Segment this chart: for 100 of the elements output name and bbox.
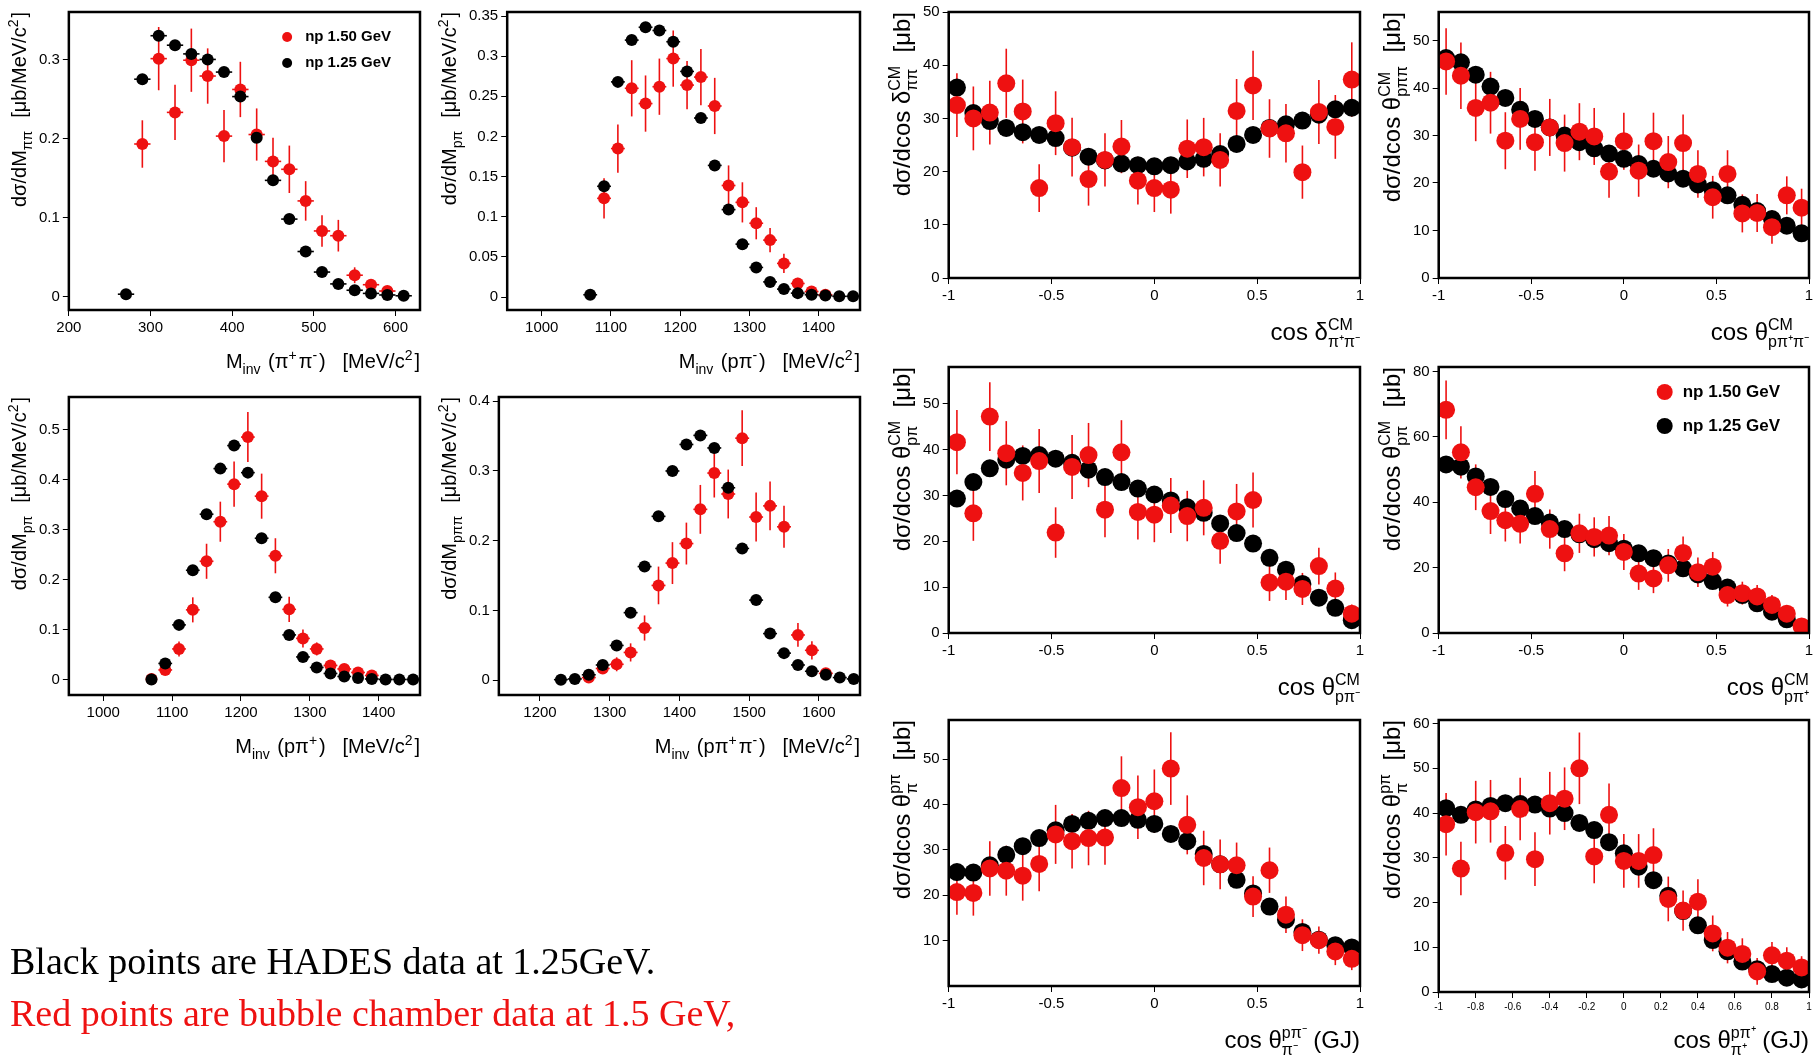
- y-tick-label: 0.3: [477, 46, 499, 64]
- y-tick-label: 40: [1413, 492, 1430, 510]
- x-tick-label: 1: [1355, 286, 1365, 304]
- x-tick-label: -0.8: [1467, 1000, 1485, 1012]
- y-tick-label: 60: [1413, 713, 1430, 731]
- x-tick-label: 1300: [732, 318, 766, 336]
- x-tick-label: 1600: [802, 703, 836, 721]
- y-tick-label: 20: [1413, 892, 1430, 910]
- y-axis-title: dσ/dMpπ [μb/MeV/c2]: [434, 11, 465, 206]
- y-tick-label: 0.2: [38, 569, 60, 587]
- x-tick-label: 1: [1804, 286, 1814, 304]
- y-tick-label: 0: [931, 623, 940, 641]
- y-tick-label: 0: [1421, 268, 1430, 286]
- x-tick-label: -0.5: [1038, 286, 1065, 304]
- y-tick-label: 20: [923, 531, 940, 549]
- x-tick-label: 1300: [593, 703, 627, 721]
- y-tick-label: 20: [923, 161, 940, 179]
- y-tick-label: 40: [1413, 78, 1430, 96]
- y-tick-label: 30: [923, 485, 940, 503]
- x-tick-label: 0: [1150, 641, 1159, 659]
- y-tick-label: 50: [923, 393, 940, 411]
- x-tick-label: 1200: [224, 703, 258, 721]
- legend-label: np 1.50 GeV: [305, 27, 392, 45]
- y-tick-label: 0.05: [468, 247, 499, 265]
- legend-label: np 1.25 GeV: [1682, 415, 1781, 435]
- x-tick-label: 1: [1804, 641, 1814, 659]
- text: dσ/dcos θpππ [μb]: [885, 719, 920, 900]
- y-tick-label: 40: [923, 439, 940, 457]
- x-tick-label: 0: [1619, 641, 1629, 659]
- y-tick-label: 0: [1421, 623, 1430, 641]
- x-tick-label: -0.6: [1504, 1000, 1522, 1012]
- x-tick-label: -1: [942, 641, 956, 659]
- x-tick-label: -0.5: [1518, 286, 1545, 304]
- y-tick-label: 30: [1413, 125, 1430, 143]
- x-tick-label: 1400: [362, 703, 396, 721]
- x-tick-label: 1000: [525, 318, 559, 336]
- y-tick-label: 0.25: [468, 86, 499, 104]
- y-axis-title: dσ/dMππ [μb/MeV/c2]: [4, 11, 35, 208]
- x-tick-label: 0.6: [1727, 1000, 1743, 1012]
- x-tick-label: 0.4: [1690, 1000, 1706, 1012]
- y-tick-label: 0.2: [477, 126, 499, 144]
- x-tick-label: 0.5: [1705, 286, 1727, 304]
- y-tick-label: 0: [1421, 982, 1430, 1000]
- y-tick-label: 0.3: [38, 519, 60, 537]
- y-tick-label: 0.1: [468, 600, 490, 618]
- y-tick-label: 0.1: [38, 620, 60, 638]
- y-tick-label: 0.2: [468, 530, 490, 548]
- y-tick-label: 40: [923, 55, 940, 73]
- y-axis-title: dσ/dcos θCMpπ [μb]: [885, 366, 920, 552]
- y-tick-label: 0.3: [468, 461, 490, 479]
- y-tick-label: 0: [931, 268, 940, 286]
- y-tick-label: 20: [923, 885, 940, 903]
- y-tick-label: 0: [51, 670, 60, 688]
- y-tick-label: 60: [1413, 427, 1430, 445]
- x-tick-label: 0.5: [1246, 641, 1268, 659]
- y-axis-title: dσ/dcos θCMpπ [μb]: [1375, 366, 1410, 552]
- y-tick-label: 10: [923, 577, 940, 595]
- text: dσ/dcos θpππ [μb]: [1375, 719, 1410, 900]
- x-tick-label: 0: [1619, 286, 1629, 304]
- x-tick-label: 400: [219, 318, 245, 336]
- x-tick-label: 1400: [801, 318, 836, 336]
- x-tick-label: 1000: [86, 703, 120, 721]
- y-tick-label: 0.15: [468, 166, 499, 184]
- y-tick-label: 50: [923, 749, 940, 767]
- y-tick-label: 50: [1413, 758, 1430, 776]
- x-tick-label: 1300: [293, 703, 327, 721]
- y-axis-title: dσ/dMpπ [μb/MeV/c2]: [4, 396, 35, 591]
- y-tick-label: 50: [923, 2, 940, 20]
- x-tick-label: 1100: [156, 703, 189, 721]
- y-tick-label: 0.5: [38, 419, 60, 437]
- x-tick-label: -0.4: [1541, 1000, 1559, 1012]
- y-tick-label: 10: [1413, 937, 1430, 955]
- y-tick-label: 80: [1413, 361, 1430, 379]
- y-axis-title: dσ/dcos θCMpππ [μb]: [1375, 11, 1410, 203]
- y-tick-label: 0.1: [477, 206, 499, 224]
- y-tick-label: 10: [923, 930, 940, 948]
- x-tick-label: -1: [1432, 286, 1446, 304]
- x-tick-label: 300: [138, 318, 164, 336]
- x-tick-label: 1200: [663, 318, 697, 336]
- y-tick-label: 10: [923, 214, 940, 232]
- x-tick-label: -0.5: [1038, 641, 1065, 659]
- x-tick-label: 0: [1621, 1000, 1628, 1012]
- x-tick-label: 1: [1355, 641, 1365, 659]
- y-tick-label: 20: [1413, 557, 1430, 575]
- legend-label: np 1.50 GeV: [1682, 381, 1781, 401]
- x-tick-label: -0.5: [1038, 994, 1065, 1012]
- x-tick-label: 0.8: [1765, 1000, 1780, 1012]
- y-tick-label: 30: [1413, 847, 1430, 865]
- y-tick-label: 0.4: [468, 391, 490, 409]
- x-tick-label: -0.2: [1578, 1000, 1596, 1012]
- y-tick-label: 40: [923, 794, 940, 812]
- text: Red points are bubble chamber data at 1.5 GeV,: [10, 991, 737, 1036]
- y-tick-label: 0.4: [38, 469, 60, 487]
- y-tick-label: 0.1: [38, 207, 60, 225]
- x-tick-label: 1400: [662, 703, 697, 721]
- y-tick-label: 0.2: [38, 128, 60, 146]
- y-tick-label: 10: [1413, 220, 1430, 238]
- x-tick-label: 0.2: [1653, 1000, 1669, 1012]
- x-tick-label: 1: [1355, 994, 1365, 1012]
- x-tick-label: 0.5: [1246, 286, 1268, 304]
